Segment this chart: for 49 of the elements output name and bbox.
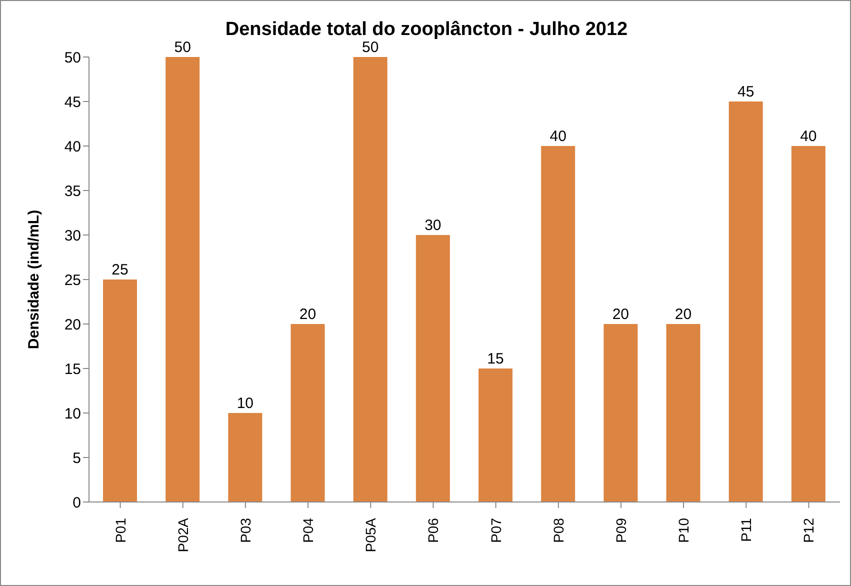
data-label: 30 [424,217,442,234]
data-label: 20 [612,306,630,323]
y-axis-title: Densidade (ind/mL) [25,210,42,350]
bar [416,235,450,502]
x-tick-label: P02A [174,517,191,552]
x-tick-label: P03 [237,518,254,543]
y-tick-label: 20 [64,316,81,334]
data-label: 20 [299,306,316,323]
data-label: 25 [112,262,128,278]
bar [791,146,826,502]
data-label: 40 [800,128,817,145]
x-tick-label: P07 [488,518,504,543]
y-tick-label: 10 [64,405,81,422]
bar [290,324,325,502]
x-tick-label: P12 [800,518,817,543]
y-tick-label: 45 [64,94,81,111]
y-tick-label: 5 [72,450,81,467]
chart-title: Densidade total do zooplâncton - Julho 2012 [225,19,628,40]
x-tick-label: P06 [425,518,442,543]
bar [228,413,262,502]
bar [666,324,700,502]
bar [604,324,638,502]
y-tick-label: 15 [64,360,81,378]
x-tick-label: P05A [362,517,379,552]
data-label: 40 [550,128,566,145]
data-label: 50 [174,39,191,56]
data-label: 45 [737,84,754,100]
bar [166,57,200,502]
y-tick-label: 0 [72,494,81,512]
y-tick-label: 50 [64,49,81,66]
y-tick-label: 40 [64,138,81,156]
y-tick-label: 25 [64,272,81,289]
x-tick-label: P08 [550,518,566,543]
x-tick-label: P04 [300,518,316,543]
bar [353,57,388,502]
x-tick-label: P11 [738,518,754,542]
bar [478,368,512,502]
x-tick-label: P09 [612,518,629,543]
data-label: 15 [487,350,504,368]
y-tick-label: 35 [64,182,81,200]
y-tick-label: 30 [64,227,81,244]
data-label: 50 [362,39,379,56]
data-label: 10 [236,395,254,412]
x-tick-label: P01 [112,518,128,543]
data-label: 20 [674,306,692,323]
bar [728,102,763,502]
bar [103,280,137,502]
x-tick-label: P10 [676,518,692,543]
bar [541,146,576,502]
